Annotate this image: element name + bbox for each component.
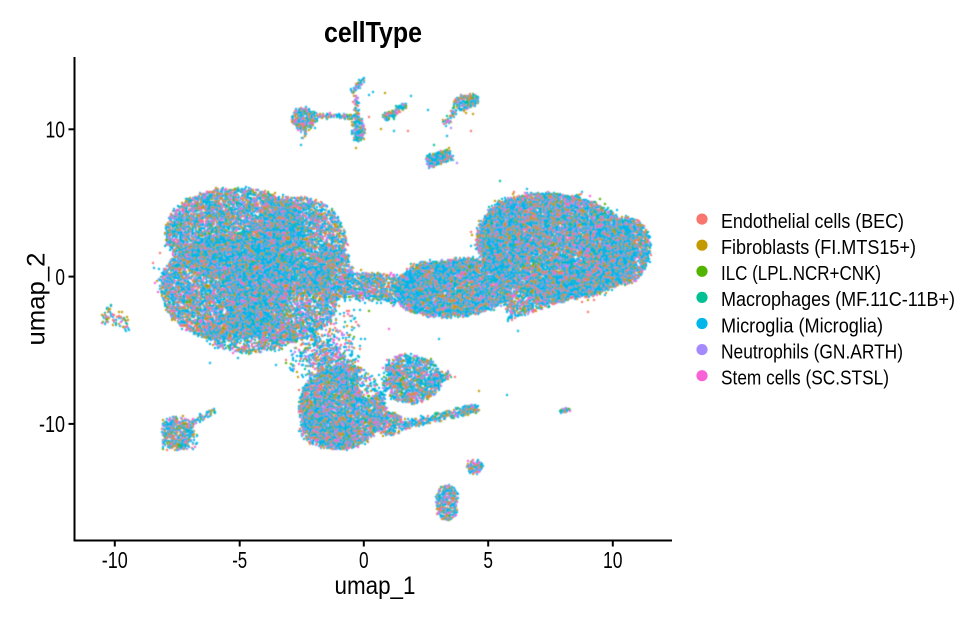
svg-text:umap_2: umap_2 [23, 253, 51, 346]
svg-text:-10: -10 [102, 547, 128, 573]
svg-text:Endothelial cells (BEC): Endothelial cells (BEC) [721, 210, 904, 233]
svg-text:ILC (LPL.NCR+CNK): ILC (LPL.NCR+CNK) [721, 262, 881, 285]
svg-text:cellType: cellType [324, 17, 422, 49]
svg-text:-5: -5 [232, 547, 247, 573]
svg-text:5: 5 [483, 547, 493, 573]
svg-text:Neutrophils (GN.ARTH): Neutrophils (GN.ARTH) [721, 340, 903, 363]
svg-text:10: 10 [46, 117, 66, 143]
svg-text:umap_1: umap_1 [335, 572, 416, 600]
svg-text:0: 0 [55, 264, 65, 290]
svg-text:Stem cells (SC.STSL): Stem cells (SC.STSL) [721, 367, 889, 390]
svg-text:Macrophages (MF.11C-11B+): Macrophages (MF.11C-11B+) [721, 288, 955, 311]
svg-text:-10: -10 [39, 411, 65, 437]
svg-text:Microglia (Microglia): Microglia (Microglia) [721, 314, 883, 337]
svg-text:0: 0 [359, 547, 369, 573]
svg-text:Fibroblasts (FI.MTS15+): Fibroblasts (FI.MTS15+) [721, 236, 916, 259]
svg-text:10: 10 [603, 547, 623, 573]
